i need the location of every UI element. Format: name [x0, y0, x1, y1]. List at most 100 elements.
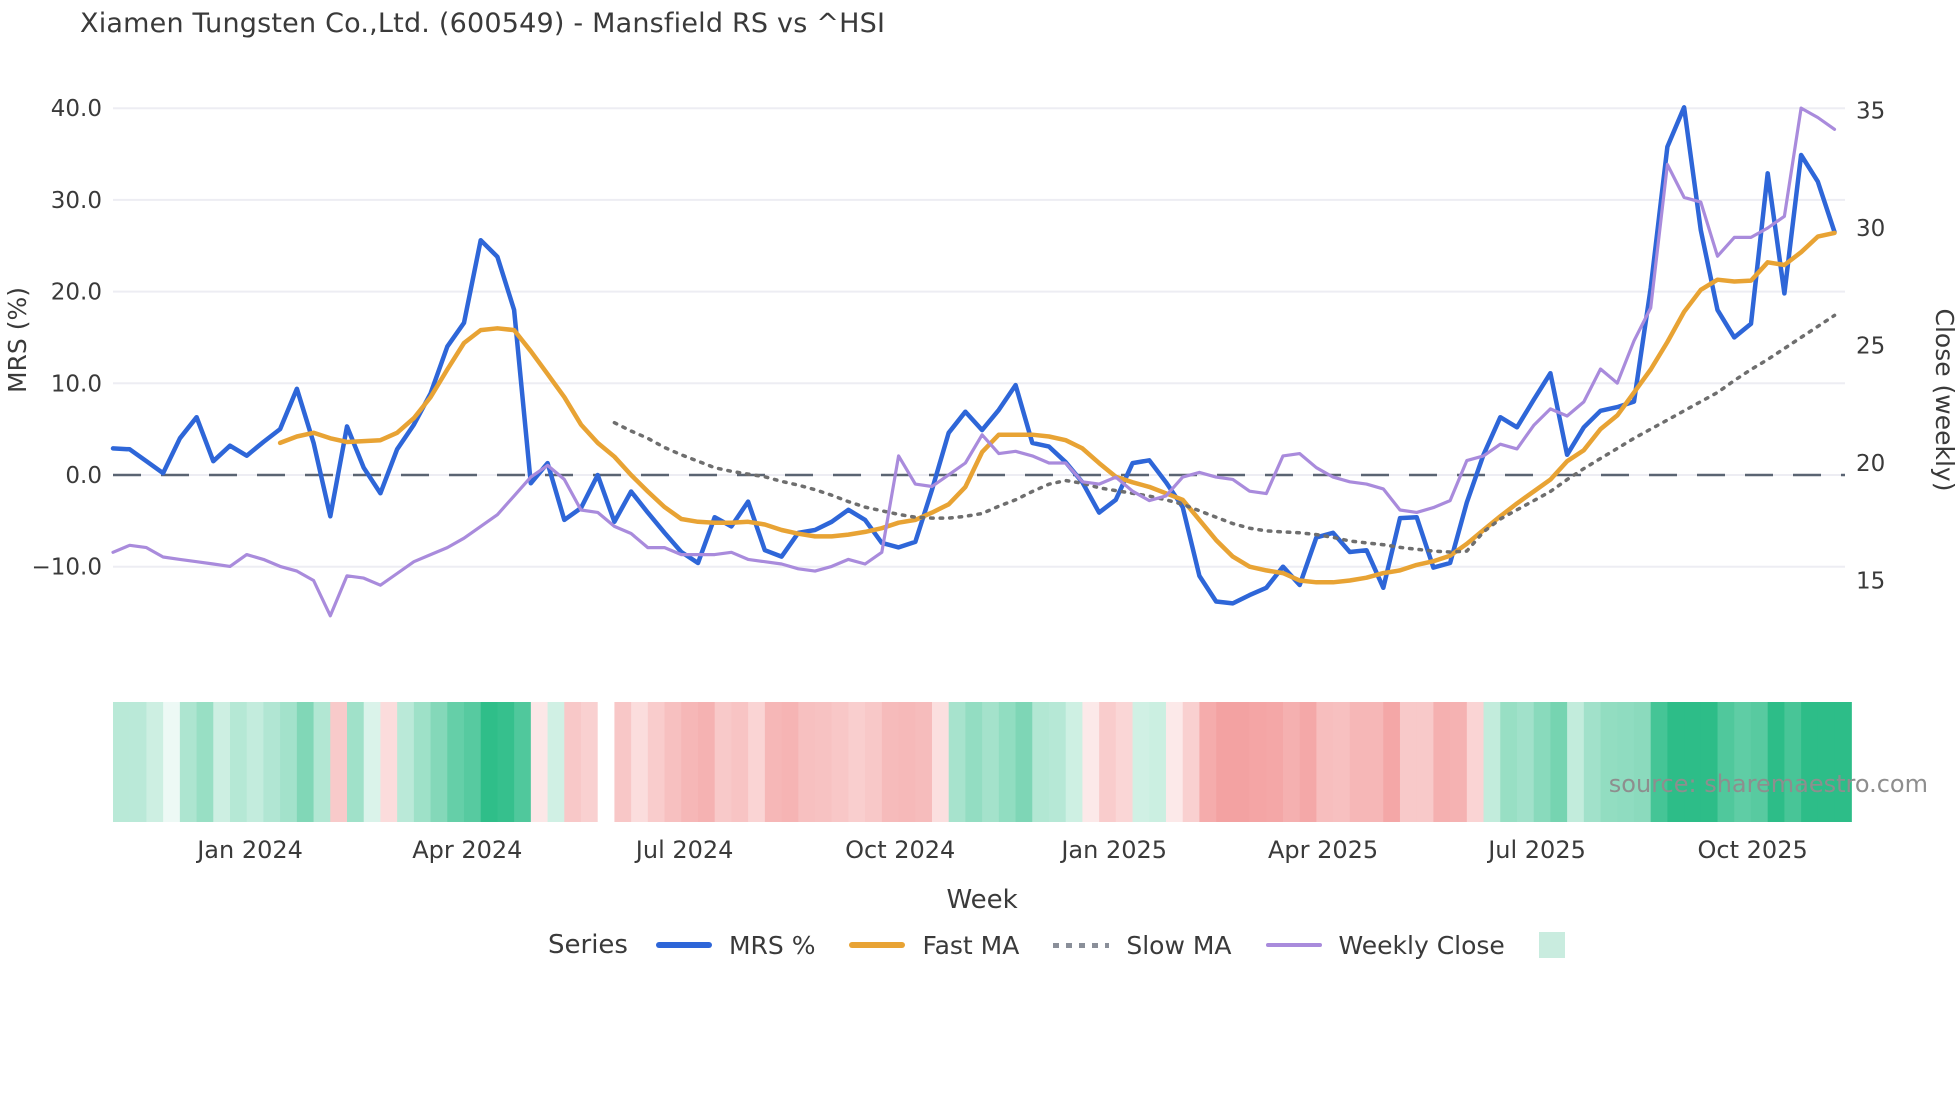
heatmap-week-cell	[915, 702, 933, 822]
heatmap-week-cell	[647, 702, 666, 822]
legend-swatch-line	[655, 942, 712, 948]
heatmap-week-cell	[1750, 702, 1769, 822]
x-axis-tick: Jul 2024	[634, 836, 734, 864]
left-axis-tick: 10.0	[51, 371, 102, 397]
heatmap-week-cell	[1399, 702, 1418, 822]
heatmap-week-cell	[1266, 702, 1284, 822]
x-axis-tick: Oct 2025	[1698, 836, 1808, 864]
heatmap-week-cell	[982, 702, 1000, 822]
heatmap-week-cell	[1817, 702, 1836, 822]
heatmap-week-cell	[1650, 702, 1669, 822]
right-axis-tick: 30	[1856, 216, 1885, 242]
heatmap-week-cell	[1533, 702, 1552, 822]
heatmap-week-cell	[1433, 702, 1451, 822]
legend-swatch-square	[1538, 932, 1565, 958]
heatmap-week-cell	[898, 702, 916, 822]
heatmap-week-cell	[564, 702, 582, 822]
series-line-mrs-	[110, 105, 1837, 606]
right-axis-tick: 25	[1856, 334, 1885, 360]
heatmap-week-cell	[1182, 702, 1201, 822]
left-axis-tick: 20.0	[51, 280, 102, 306]
heatmap-week-cell	[530, 702, 549, 822]
legend-item-heatmap	[1538, 932, 1582, 958]
heatmap-week-cell	[1366, 702, 1384, 822]
heatmap-week-cell	[463, 702, 482, 822]
heatmap-week-cell	[1032, 702, 1050, 822]
heatmap-week-cell	[1801, 702, 1819, 822]
heatmap-week-cell	[614, 702, 632, 822]
heatmap-week-cell	[814, 702, 833, 822]
heatmap-week-cell	[1099, 702, 1117, 822]
heatmap-week-cell	[514, 702, 532, 822]
x-axis-tick: Jan 2025	[1059, 836, 1167, 864]
heatmap-week-cell	[163, 702, 181, 822]
heatmap-week-cell	[681, 702, 699, 822]
heatmap-week-cell	[831, 702, 850, 822]
heatmap-week-cell	[1516, 702, 1535, 822]
heatmap-week-cell	[1299, 702, 1318, 822]
legend-series-label: Series	[548, 930, 628, 960]
heatmap-week-cell	[1550, 702, 1568, 822]
chart-title: Xiamen Tungsten Co.,Ltd. (600549) - Mans…	[80, 8, 886, 39]
heatmap-week-cell	[580, 702, 599, 822]
heatmap-week-cell	[1232, 702, 1251, 822]
heatmap-week-cell	[1082, 702, 1100, 822]
right-axis-tick: 35	[1856, 99, 1885, 125]
legend-item-weekly-close: Weekly Close	[1265, 931, 1505, 960]
legend-swatch-dotted	[1053, 942, 1110, 948]
heatmap-week-cell	[213, 702, 231, 822]
heatmap-week-cell	[1199, 702, 1217, 822]
heatmap-week-cell	[664, 702, 682, 822]
heatmap-week-cell	[1333, 702, 1351, 822]
series-line-weekly-close	[111, 106, 1837, 618]
heatmap-week-cell	[296, 702, 315, 822]
legend-item-label: MRS %	[728, 930, 816, 960]
heatmap-week-cell	[1048, 702, 1067, 822]
heatmap-week-cell	[380, 702, 398, 822]
heatmap-week-cell	[764, 702, 783, 822]
legend-swatch-line-thin	[1265, 943, 1322, 947]
heatmap-week-cell	[1834, 702, 1852, 822]
heatmap-week-cell	[346, 702, 365, 822]
heatmap-week-cell	[1149, 702, 1167, 822]
heatmap-week-cell	[1015, 702, 1033, 822]
heatmap-week-cell	[1767, 702, 1785, 822]
heatmap-week-cell	[1450, 702, 1468, 822]
right-axis-title: Close (weekly)	[1930, 309, 1959, 492]
heatmap-week-cell	[397, 702, 415, 822]
heatmap-week-cell	[697, 702, 716, 822]
heatmap-week-cell	[1667, 702, 1685, 822]
right-axis-tick: 20	[1856, 451, 1885, 477]
legend-item-mrs-: MRS %	[655, 930, 816, 960]
left-axis-tick: −10.0	[32, 555, 102, 581]
x-axis-title: Week	[947, 885, 1018, 915]
x-axis-tick: Jul 2025	[1486, 836, 1586, 864]
heatmap-week-cell	[179, 702, 198, 822]
heatmap-week-cell	[330, 702, 348, 822]
left-axis-tick: 0.0	[65, 463, 102, 489]
heatmap-week-cell	[280, 702, 298, 822]
heatmap-week-cell	[881, 702, 900, 822]
heatmap-week-cell	[1483, 702, 1501, 822]
series-line-fast-ma	[277, 230, 1837, 585]
x-axis-tick: Apr 2024	[412, 836, 522, 864]
heatmap-week-cell	[113, 702, 131, 822]
heatmap-week-cell	[547, 702, 565, 822]
heatmap-week-cell	[430, 702, 448, 822]
heatmap-week-cell	[229, 702, 248, 822]
heatmap-week-cell	[1500, 702, 1518, 822]
heatmap-week-cell	[447, 702, 465, 822]
heatmap-week-cell	[1600, 702, 1618, 822]
heatmap-week-cell	[1249, 702, 1267, 822]
heatmap-week-cell	[1700, 702, 1719, 822]
heatmap-week-cell	[246, 702, 265, 822]
heatmap-week-cell	[1633, 702, 1652, 822]
heatmap-week-cell	[263, 702, 281, 822]
legend-item-label: Slow MA	[1126, 930, 1232, 960]
left-axis-title: MRS (%)	[3, 287, 32, 393]
heatmap-week-cell	[1316, 702, 1334, 822]
heatmap-week-cell	[146, 702, 164, 822]
heatmap-week-cell	[1065, 702, 1084, 822]
left-axis-tick: 40.0	[51, 96, 102, 122]
heatmap-week-cell	[748, 702, 766, 822]
